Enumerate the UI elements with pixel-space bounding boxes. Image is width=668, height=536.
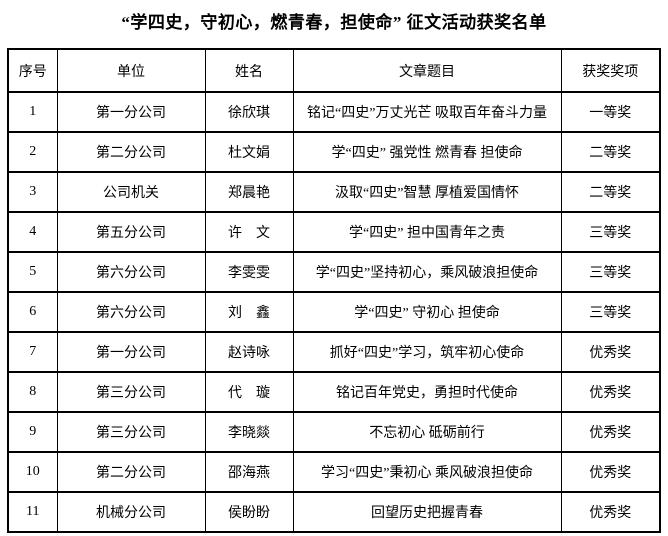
cell-title: 学“四史” 强党性 燃青春 担使命 (292, 131, 562, 173)
cell-no: 6 (7, 291, 58, 333)
table-row: 1 第一分公司 徐欣琪 铭记“四史”万丈光芒 吸取百年奋斗力量 一等奖 (7, 91, 661, 133)
header-row: 序号 单位 姓名 文章题目 获奖奖项 (7, 48, 661, 93)
cell-unit: 第二分公司 (56, 131, 206, 173)
cell-title: 学“四史” 担中国青年之责 (292, 211, 562, 253)
cell-title: 不忘初心 砥砺前行 (292, 411, 562, 453)
table-row: 3 公司机关 郑晨艳 汲取“四史”智慧 厚植爱国情怀 二等奖 (7, 171, 661, 213)
cell-name: 赵诗咏 (204, 331, 294, 373)
cell-name: 许 文 (204, 211, 294, 253)
table-row: 4 第五分公司许 文学“四史” 担中国青年之责 三等奖 (7, 211, 661, 253)
page-title: “学四史，守初心，燃青春，担使命” 征文活动获奖名单 (121, 13, 547, 32)
table-row: 9 第三分公司 李晓燚 不忘初心 砥砺前行 优秀奖 (7, 411, 661, 453)
cell-unit: 第三分公司 (56, 411, 206, 453)
cell-no: 1 (7, 91, 58, 133)
cell-title: 回望历史把握青春 (292, 491, 562, 533)
table-row: 7 第一分公司 赵诗咏 抓好“四史”学习，筑牢初心使命 优秀奖 (7, 331, 661, 373)
table-row: 2 第二分公司 杜文娟 学“四史” 强党性 燃青春 担使命 二等奖 (7, 131, 661, 173)
cell-award: 优秀奖 (560, 331, 661, 373)
cell-title: 学“四史” 守初心 担使命 (292, 291, 562, 333)
cell-name: 徐欣琪 (204, 91, 294, 133)
cell-award: 优秀奖 (560, 491, 661, 533)
cell-name: 刘 鑫 (204, 291, 294, 333)
cell-unit: 公司机关 (56, 171, 206, 213)
cell-name: 邵海燕 (204, 451, 294, 493)
header-award: 获奖奖项 (560, 48, 661, 93)
cell-title: 学习“四史”秉初心 乘风破浪担使命 (292, 451, 562, 493)
cell-unit: 机械分公司 (56, 491, 206, 533)
cell-award: 二等奖 (560, 171, 661, 213)
table-row: 5 第六分公司 李雯雯 学“四史”坚持初心，乘风破浪担使命 三等奖 (7, 251, 661, 293)
header-name: 姓名 (204, 48, 294, 93)
table-row: 11 机械分公司 侯盼盼 回望历史把握青春 优秀奖 (7, 491, 661, 533)
header-title: 文章题目 (292, 48, 562, 93)
table-row: 6 第六分公司刘 鑫学“四史” 守初心 担使命 三等奖 (7, 291, 661, 333)
cell-no: 2 (7, 131, 58, 173)
cell-award: 三等奖 (560, 211, 661, 253)
cell-unit: 第三分公司 (56, 371, 206, 413)
cell-name: 侯盼盼 (204, 491, 294, 533)
cell-award: 一等奖 (560, 91, 661, 133)
cell-no: 4 (7, 211, 58, 253)
cell-award: 优秀奖 (560, 451, 661, 493)
cell-name: 代 璇 (204, 371, 294, 413)
cell-name: 李雯雯 (204, 251, 294, 293)
cell-unit: 第六分公司 (56, 251, 206, 293)
cell-award: 三等奖 (560, 291, 661, 333)
cell-award: 优秀奖 (560, 411, 661, 453)
cell-award: 优秀奖 (560, 371, 661, 413)
cell-title: 学“四史”坚持初心，乘风破浪担使命 (292, 251, 562, 293)
cell-no: 7 (7, 331, 58, 373)
table-header: 序号 单位 姓名 文章题目 获奖奖项 (7, 48, 661, 93)
cell-no: 3 (7, 171, 58, 213)
cell-unit: 第一分公司 (56, 91, 206, 133)
table-row: 10 第二分公司 邵海燕 学习“四史”秉初心 乘风破浪担使命 优秀奖 (7, 451, 661, 493)
cell-no: 9 (7, 411, 58, 453)
cell-title: 铭记“四史”万丈光芒 吸取百年奋斗力量 (292, 91, 562, 133)
cell-no: 8 (7, 371, 58, 413)
award-table: 序号 单位 姓名 文章题目 获奖奖项 1 第一分公司 徐欣琪 铭记“四史”万丈光芒 吸… (7, 48, 661, 533)
cell-title: 汲取“四史”智慧 厚植爱国情怀 (292, 171, 562, 213)
cell-name: 郑晨艳 (204, 171, 294, 213)
cell-award: 三等奖 (560, 251, 661, 293)
header-unit: 单位 (56, 48, 206, 93)
cell-award: 二等奖 (560, 131, 661, 173)
cell-unit: 第五分公司 (56, 211, 206, 253)
cell-unit: 第一分公司 (56, 331, 206, 373)
cell-no: 11 (7, 491, 58, 533)
table-body: 1 第一分公司 徐欣琪 铭记“四史”万丈光芒 吸取百年奋斗力量 一等奖 2 第二分公司 杜文娟… (7, 91, 661, 533)
cell-name: 杜文娟 (204, 131, 294, 173)
header-no: 序号 (7, 48, 58, 93)
cell-name: 李晓燚 (204, 411, 294, 453)
cell-title: 铭记百年党史，勇担时代使命 (292, 371, 562, 413)
cell-no: 5 (7, 251, 58, 293)
cell-unit: 第二分公司 (56, 451, 206, 493)
cell-no: 10 (7, 451, 58, 493)
table-row: 8 第三分公司代 璇铭记百年党史，勇担时代使命 优秀奖 (7, 371, 661, 413)
cell-unit: 第六分公司 (56, 291, 206, 333)
cell-title: 抓好“四史”学习，筑牢初心使命 (292, 331, 562, 373)
